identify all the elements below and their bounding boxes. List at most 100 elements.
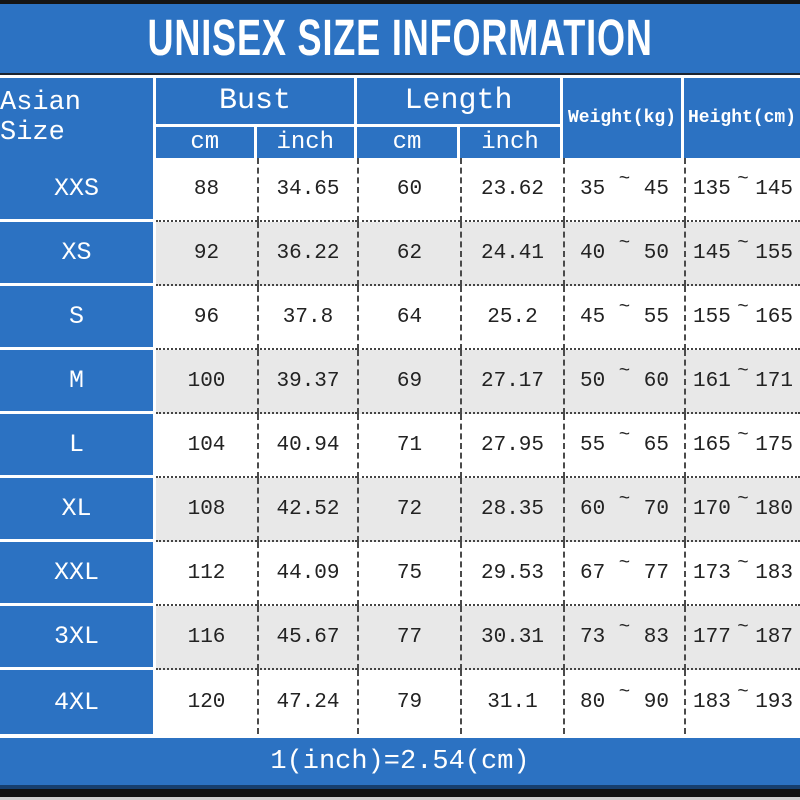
tilde-glyph: ~ — [618, 232, 631, 254]
height-max: 155 — [755, 241, 793, 265]
tilde-glyph: ~ — [737, 488, 749, 510]
height-min: 161 — [693, 369, 731, 393]
header-length-inch: inch — [460, 127, 560, 158]
height-max: 187 — [755, 625, 793, 649]
weight-range-cell: 50 ~60 — [563, 350, 684, 414]
table-row: L 104 40.94 71 27.95 55 ~65 165 ~175 — [0, 414, 800, 478]
length-inch-cell: 27.95 — [460, 414, 563, 478]
size-cell: 3XL — [0, 606, 156, 670]
weight-max: 45 — [643, 177, 669, 201]
height-range-cell: 135 ~145 — [684, 158, 800, 222]
table-row: XXL 112 44.09 75 29.53 67 ~77 173 ~183 — [0, 542, 800, 606]
tilde-glyph: ~ — [618, 681, 631, 703]
length-cm-cell: 64 — [357, 286, 460, 350]
tilde-glyph: ~ — [737, 168, 749, 190]
height-max: 183 — [755, 561, 793, 585]
length-cm-cell: 77 — [357, 606, 460, 670]
table-row: M 100 39.37 69 27.17 50 ~60 161 ~171 — [0, 350, 800, 414]
length-inch-cell: 24.41 — [460, 222, 563, 286]
length-cm-cell: 69 — [357, 350, 460, 414]
length-inch-cell: 27.17 — [460, 350, 563, 414]
size-cell: XXL — [0, 542, 156, 606]
weight-min: 40 — [580, 241, 606, 265]
height-max: 171 — [755, 369, 793, 393]
length-inch-cell: 25.2 — [460, 286, 563, 350]
height-max: 175 — [755, 433, 793, 457]
bust-inch-cell: 37.8 — [257, 286, 357, 350]
height-max: 180 — [755, 497, 793, 521]
height-range-cell: 177 ~187 — [684, 606, 800, 670]
height-range-cell: 170 ~180 — [684, 478, 800, 542]
tilde-glyph: ~ — [737, 360, 749, 382]
footer-bar: 1(inch)=2.54(cm) — [0, 738, 800, 785]
header-bust: Bust — [156, 78, 354, 127]
bottom-border-strip — [0, 789, 800, 797]
weight-min: 60 — [580, 497, 606, 521]
footer-gap — [0, 734, 800, 738]
bust-inch-cell: 36.22 — [257, 222, 357, 286]
length-inch-cell: 31.1 — [460, 670, 563, 734]
bust-cm-cell: 120 — [156, 670, 257, 734]
length-inch-cell: 30.31 — [460, 606, 563, 670]
weight-max: 55 — [643, 305, 669, 329]
weight-min: 73 — [580, 625, 606, 649]
length-cm-cell: 62 — [357, 222, 460, 286]
footer-navy-line — [0, 785, 800, 789]
size-cell: L — [0, 414, 156, 478]
tilde-glyph: ~ — [737, 552, 749, 574]
tilde-glyph: ~ — [737, 616, 749, 638]
length-cm-cell: 71 — [357, 414, 460, 478]
height-max: 193 — [755, 690, 793, 714]
weight-max: 83 — [643, 625, 669, 649]
length-cm-cell: 79 — [357, 670, 460, 734]
weight-max: 90 — [643, 690, 669, 714]
bust-cm-cell: 108 — [156, 478, 257, 542]
bust-cm-cell: 104 — [156, 414, 257, 478]
height-range-cell: 173 ~183 — [684, 542, 800, 606]
bust-inch-cell: 45.67 — [257, 606, 357, 670]
length-inch-cell: 28.35 — [460, 478, 563, 542]
height-min: 155 — [693, 305, 731, 329]
tilde-glyph: ~ — [618, 616, 631, 638]
size-cell: S — [0, 286, 156, 350]
header-bust-cm: cm — [156, 127, 257, 158]
size-cell: XS — [0, 222, 156, 286]
length-cm-cell: 60 — [357, 158, 460, 222]
size-cell: 4XL — [0, 670, 156, 734]
tilde-glyph: ~ — [618, 488, 631, 510]
height-range-cell: 145 ~155 — [684, 222, 800, 286]
bust-cm-cell: 92 — [156, 222, 257, 286]
height-min: 135 — [693, 177, 731, 201]
bust-inch-cell: 40.94 — [257, 414, 357, 478]
weight-max: 65 — [643, 433, 669, 457]
height-min: 173 — [693, 561, 731, 585]
bust-cm-cell: 116 — [156, 606, 257, 670]
table-row: S 96 37.8 64 25.2 45 ~55 155 ~165 — [0, 286, 800, 350]
header-length: Length — [357, 78, 560, 127]
table-row: 3XL 116 45.67 77 30.31 73 ~83 177 ~187 — [0, 606, 800, 670]
title-divider-dark — [0, 73, 800, 75]
table-row: XS 92 36.22 62 24.41 40 ~50 145 ~155 — [0, 222, 800, 286]
title-bar: UNISEX SIZE INFORMATION — [0, 4, 800, 73]
weight-min: 55 — [580, 433, 606, 457]
bust-inch-cell: 34.65 — [257, 158, 357, 222]
header-asian-size: Asian Size — [0, 78, 156, 158]
weight-range-cell: 35 ~45 — [563, 158, 684, 222]
tilde-glyph: ~ — [618, 552, 631, 574]
height-max: 165 — [755, 305, 793, 329]
height-range-cell: 155 ~165 — [684, 286, 800, 350]
weight-min: 50 — [580, 369, 606, 393]
header-group-length: Length cm inch — [357, 78, 563, 158]
height-min: 177 — [693, 625, 731, 649]
weight-range-cell: 60 ~70 — [563, 478, 684, 542]
bust-inch-cell: 42.52 — [257, 478, 357, 542]
height-min: 145 — [693, 241, 731, 265]
tilde-glyph: ~ — [618, 360, 631, 382]
header-bust-inch: inch — [256, 127, 354, 158]
bottom-edge-line — [0, 797, 800, 800]
weight-min: 35 — [580, 177, 606, 201]
header-weight: Weight(kg) — [563, 78, 684, 158]
height-range-cell: 161 ~171 — [684, 350, 800, 414]
weight-max: 60 — [643, 369, 669, 393]
bust-cm-cell: 112 — [156, 542, 257, 606]
